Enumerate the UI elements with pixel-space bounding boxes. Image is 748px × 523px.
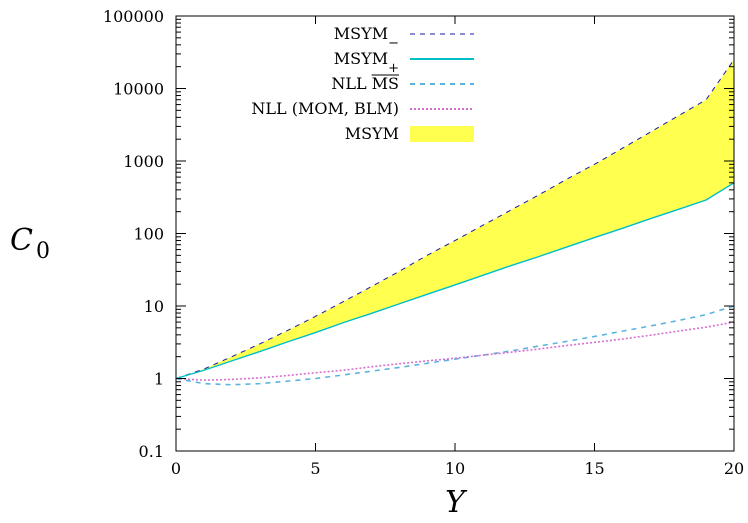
x-tick-label: 20: [724, 459, 744, 478]
x-tick-label: 10: [445, 459, 465, 478]
y-tick-label: 100: [133, 225, 164, 244]
band-area: [176, 59, 734, 379]
legend-entry: NLL MS: [331, 74, 474, 93]
legend-label: MSYM+: [334, 49, 399, 76]
y-axis-title-subscript: 0: [36, 239, 50, 264]
y-axis-title: C 0: [10, 223, 50, 264]
y-tick-label: 1000: [123, 152, 164, 171]
legend-label: MSYM: [345, 124, 399, 143]
legend-entry: MSYM+: [334, 49, 474, 76]
legend-entry: MSYM: [345, 124, 474, 143]
y-tick-label: 10000: [113, 80, 164, 99]
series-line-3: [175, 321, 735, 381]
legend-swatch: [410, 126, 474, 142]
y-tick-label: 10: [144, 297, 164, 316]
y-tick-label: 1: [154, 370, 164, 389]
legend-label: MSYM−: [334, 24, 399, 51]
legend-label: NLL (MOM, BLM): [251, 99, 399, 118]
y-axis-title-main: C: [10, 223, 33, 258]
band-layer: [176, 59, 734, 379]
tick-layer: 0 5 10 15 20 0.1 1 10 100 1000 10000 100000: [103, 7, 744, 478]
series-layer: [175, 59, 735, 386]
series-line-0: [175, 59, 735, 379]
x-tick-label: 5: [310, 459, 320, 478]
x-tick-label: 0: [171, 459, 181, 478]
legend-label: NLL MS: [331, 74, 399, 93]
y-tick-label: 0.1: [139, 442, 164, 461]
x-tick-label: 15: [584, 459, 604, 478]
plot-frame: [175, 15, 735, 452]
series-line-2: [175, 305, 735, 386]
series-line-1: [175, 182, 735, 380]
legend-entry: NLL (MOM, BLM): [251, 99, 474, 118]
legend-entry: MSYM−: [334, 24, 474, 51]
y-tick-label: 100000: [103, 7, 164, 26]
x-axis-title: Y: [445, 485, 468, 520]
legend-layer: MSYM−MSYM+NLL MS NLL (MOM, BLM) MSYM: [251, 24, 474, 143]
